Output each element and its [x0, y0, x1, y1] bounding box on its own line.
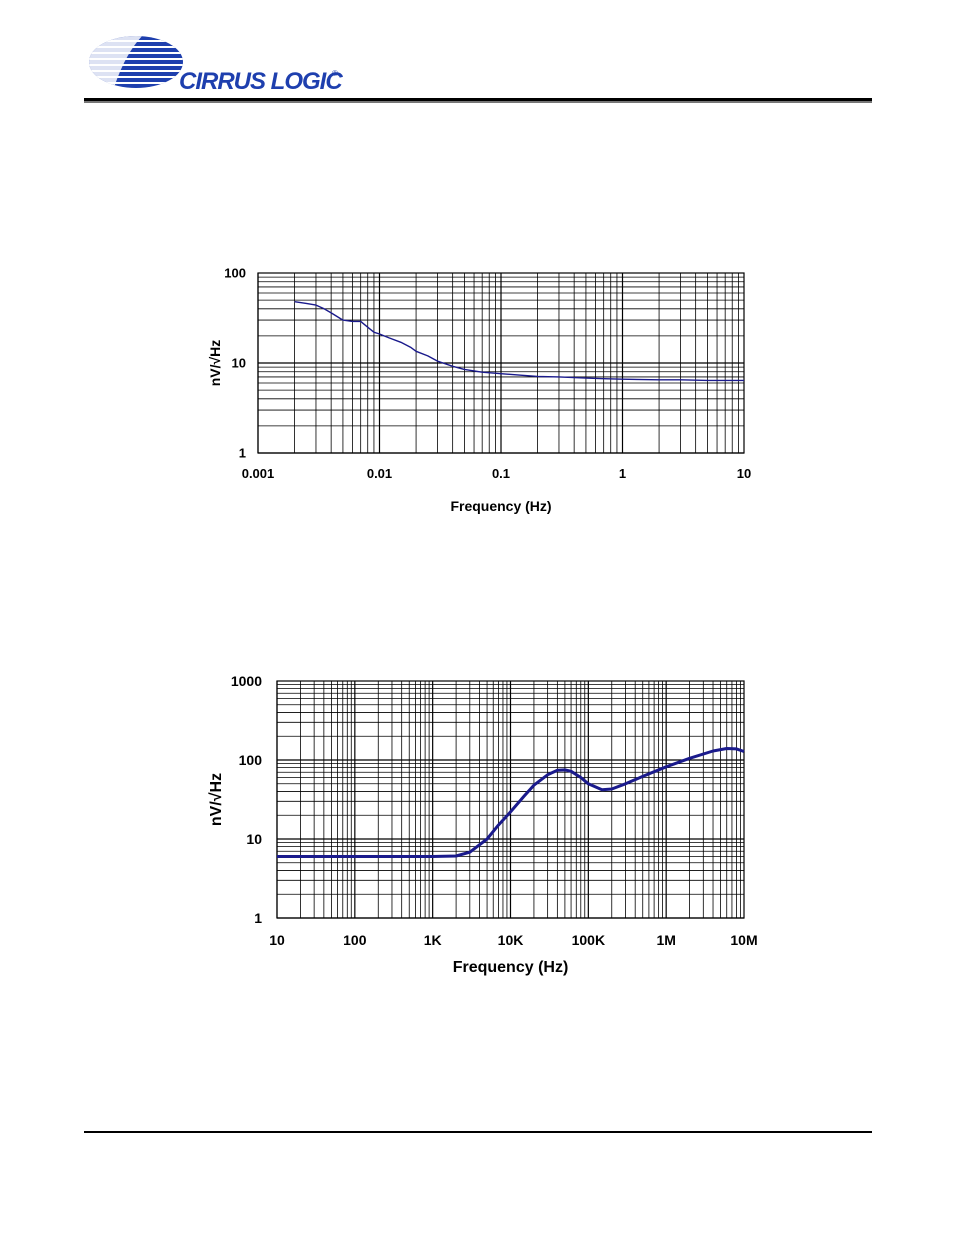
- chart-2-frame: [276, 680, 745, 919]
- cirrus-logic-swoosh-icon: CIRRUS LOGIC ®: [89, 36, 344, 95]
- y-tick-label: 1: [254, 910, 262, 926]
- chart-2-series-line: [277, 747, 745, 858]
- x-tick-label: 10: [269, 932, 285, 948]
- x-tick-label: 0.001: [242, 466, 275, 481]
- header-rule: [84, 98, 872, 103]
- x-tick-label: 1: [619, 466, 626, 481]
- chart-2-grid: [276, 681, 744, 919]
- chart-1-y-ticks: 1 10 100: [224, 266, 246, 461]
- chart-1-series-line: [294, 301, 744, 382]
- chart-2-y-axis-label: nV/√Hz: [208, 773, 225, 826]
- brand-name: CIRRUS LOGIC: [179, 68, 343, 95]
- chart-2-x-axis-label: Frequency (Hz): [453, 959, 569, 976]
- chart-1-frame: [257, 272, 745, 454]
- footer-rule: [84, 1131, 872, 1133]
- x-tick-label: 1K: [424, 932, 442, 948]
- y-tick-label: 1000: [231, 673, 262, 689]
- y-tick-label: 10: [246, 831, 262, 847]
- chart-1-x-axis-label: Frequency (Hz): [450, 498, 551, 514]
- y-tick-label: 1: [239, 446, 246, 461]
- x-tick-label: 1M: [656, 932, 675, 948]
- chart-1: 0.001 0.01 0.1 1 10 1 10 100 Frequency (Hz) nV…: [207, 266, 752, 514]
- chart-2-x-ticks: 10 100 1K 10K 100K 1M 10M: [269, 932, 757, 948]
- cirrus-logic-logo: CIRRUS LOGIC ®: [84, 34, 344, 98]
- chart-2-y-ticks: 1 10 100 1000: [231, 673, 262, 926]
- chart-1-grid: [257, 273, 744, 454]
- chart-1-y-axis-label: nV/√Hz: [207, 340, 223, 387]
- x-tick-label: 100: [343, 932, 367, 948]
- registered-mark: ®: [332, 69, 338, 78]
- x-tick-label: 0.01: [367, 466, 392, 481]
- chart-2: 10 100 1K 10K 100K 1M 10M 1 10 100 1000 Frequency…: [208, 673, 758, 976]
- x-tick-label: 10: [737, 466, 751, 481]
- x-tick-label: 10K: [498, 932, 524, 948]
- x-tick-label: 0.1: [492, 466, 510, 481]
- x-tick-label: 10M: [730, 932, 757, 948]
- y-tick-label: 100: [239, 752, 263, 768]
- chart-1-x-ticks: 0.001 0.01 0.1 1 10: [242, 466, 752, 481]
- y-tick-label: 100: [224, 266, 246, 281]
- y-tick-label: 10: [232, 356, 246, 371]
- x-tick-label: 100K: [572, 932, 605, 948]
